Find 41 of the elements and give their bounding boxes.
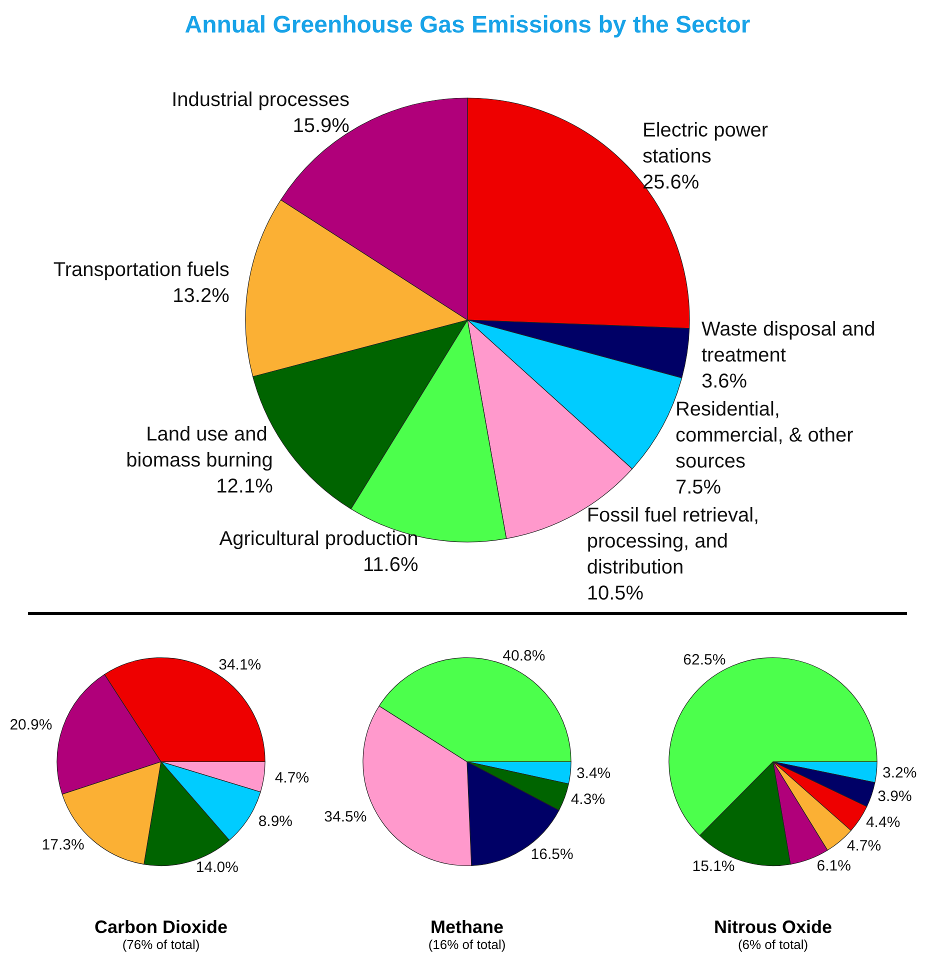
slice-label: Fossil fuel retrieval, processing, and distribution [586, 504, 765, 578]
data-label: 14.0% [196, 859, 238, 876]
data-label: 40.8% [502, 648, 546, 665]
data-label: 62.5% [683, 652, 726, 669]
data-label: 13.2% [172, 285, 230, 308]
slice-label: Transportation fuels [53, 259, 230, 282]
data-label: 15.9% [292, 114, 350, 137]
data-label: 20.9% [10, 716, 52, 734]
data-label: 34.1% [218, 656, 262, 674]
data-label: 34.5% [324, 808, 367, 826]
data-label: 4.4% [866, 814, 900, 831]
data-label: 12.1% [216, 476, 274, 498]
data-label: 7.5% [675, 476, 722, 498]
data-label: 8.9% [258, 813, 293, 830]
data-label: 4.3% [570, 790, 606, 808]
data-label: 17.3% [42, 836, 84, 854]
slice-label: Agricultural production [219, 528, 418, 550]
data-label: 4.7% [846, 837, 882, 854]
data-label: 3.2% [882, 764, 917, 782]
data-label: 11.6% [363, 554, 418, 576]
slice-label: Waste disposal and treatment [701, 318, 881, 366]
data-label: 4.7% [274, 769, 310, 786]
chart-title: Annual Greenhouse Gas Emissions by the Sector [184, 12, 750, 38]
text: (76% of total) [122, 937, 200, 952]
data-label: 3.9% [878, 788, 912, 806]
slice-label: Electric power stations [642, 119, 774, 168]
text: Nitrous Oxide [714, 917, 832, 937]
text: Carbon Dioxide [94, 917, 228, 937]
data-label: 3.4% [576, 764, 611, 782]
data-label: 15.1% [692, 858, 735, 876]
slice-label: Residential, commercial, & other sources [675, 398, 859, 472]
data-label: 16.5% [530, 846, 574, 864]
slice-label: Industrial processes [172, 88, 350, 111]
data-label: 3.6% [701, 370, 748, 392]
data-label: 25.6% [642, 171, 700, 194]
data-label: 6.1% [816, 857, 851, 874]
text: (16% of total) [428, 937, 506, 952]
data-label: 10.5% [586, 582, 644, 604]
slice-label: Land use and biomass burning [126, 424, 273, 472]
text: Methane [430, 917, 504, 937]
text: (6% of total) [738, 937, 808, 952]
